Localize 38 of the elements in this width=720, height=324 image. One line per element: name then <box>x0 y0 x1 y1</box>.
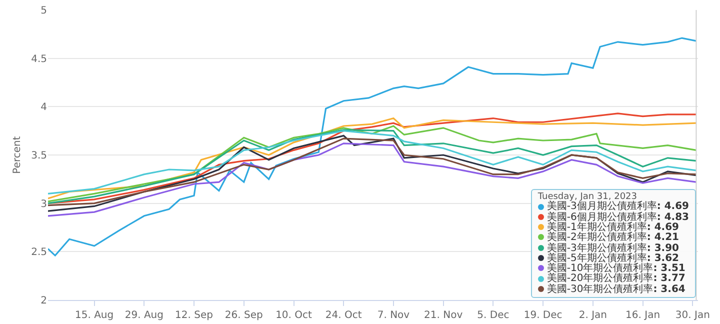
annotation: : 4.69 <box>646 222 679 233</box>
x-tick-label: 21. Nov <box>424 310 463 321</box>
annotation: : 3.90 <box>646 242 679 254</box>
annotation: : 3.64 <box>653 284 686 295</box>
x-tick-label: 16. Jan <box>626 310 660 321</box>
legend-label: 美國-2年期公債殖利率 <box>546 232 647 244</box>
x-tick-label: 26. Sep <box>224 310 263 321</box>
legend-label: 美國-1年期公債殖利率 <box>546 222 647 233</box>
x-tick-label: 5. Dec <box>477 310 510 321</box>
legend-label: 美國-6個月期公債殖利率 <box>546 212 657 223</box>
x-tick-label: 7. Nov <box>377 310 410 321</box>
x-tick-label: 2. Jan <box>578 310 607 321</box>
legend-label: 美國-3年期公債殖利率 <box>546 242 647 254</box>
legend-label: 美國-5年期公債殖利率 <box>546 252 647 264</box>
annotation: : 4.83 <box>656 212 689 223</box>
y-tick-label: 3.5 <box>31 150 47 162</box>
x-tick-label: 10. Oct <box>276 310 312 321</box>
y-axis-title: Percent <box>12 136 24 174</box>
x-tick-label: 30. Jan <box>675 310 710 321</box>
annotation: : 3.62 <box>646 252 679 264</box>
x-tick-label: 24. Oct <box>325 310 362 321</box>
legend-label: 美國-3個月期公債殖利率 <box>546 201 657 212</box>
y-tick-label: 2.5 <box>31 247 47 258</box>
x-tick-label: 12. Sep <box>175 310 213 321</box>
annotation: : 4.69 <box>656 201 689 212</box>
legend-label: 美國-20年期公債殖利率 <box>546 273 654 284</box>
annotation: : 3.51 <box>653 263 686 274</box>
x-tick-label: 15. Aug <box>74 310 114 321</box>
annotation: : 3.77 <box>653 273 686 284</box>
legend-label: 美國-30年期公債殖利率 <box>546 284 654 295</box>
x-tick-label: 29. Aug <box>124 310 164 321</box>
y-tick-label: 4.5 <box>31 54 47 65</box>
y-tick-label: 3 <box>40 198 47 210</box>
annotation: : 4.21 <box>646 232 679 244</box>
y-tick-label: 2 <box>40 296 47 306</box>
y-tick-label: 4 <box>40 102 47 114</box>
x-tick-label: 19. Dec <box>524 310 562 321</box>
y-tick-label: 5 <box>40 6 47 16</box>
